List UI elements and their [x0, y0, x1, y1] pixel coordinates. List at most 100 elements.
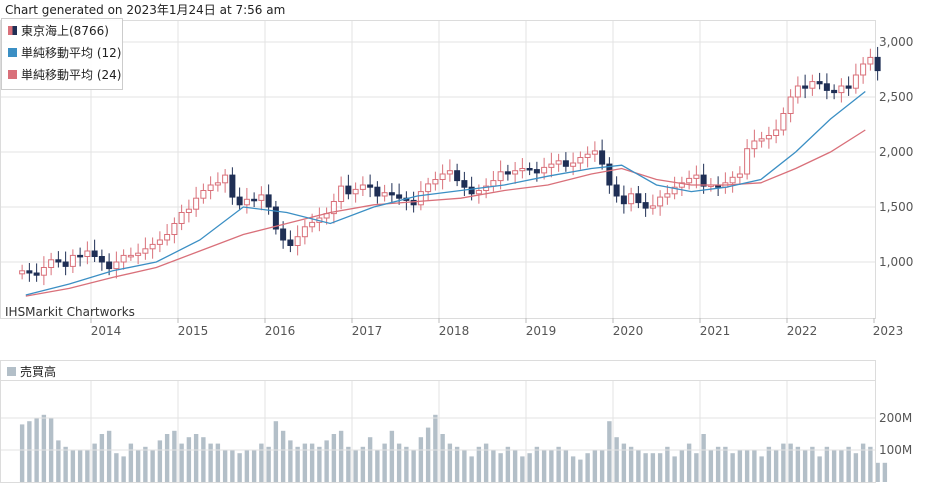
volume-bar	[853, 453, 859, 482]
candle-body	[294, 236, 301, 246]
volume-bar	[672, 456, 677, 482]
price-y-axis: 1,000 1,500 2,000 2,500 3,000	[879, 35, 913, 269]
candle-body	[649, 205, 656, 209]
candle-body	[120, 254, 127, 263]
legend-item-ma24[interactable]: 単純移動平均 (24)	[2, 63, 122, 85]
candle-body	[127, 254, 134, 258]
volume-bar	[643, 453, 648, 482]
candle-body	[729, 176, 736, 184]
x-tick-label: 2015	[178, 324, 209, 338]
legend-label: 単純移動平均 (24)	[21, 67, 122, 82]
candle-body	[867, 56, 874, 65]
candle-body	[142, 248, 149, 254]
volume-bar	[338, 430, 344, 482]
volume-bar	[556, 446, 561, 482]
volume-bar	[592, 450, 598, 482]
volume-bar	[788, 443, 793, 482]
candle-body	[794, 85, 801, 98]
volume-bar	[230, 450, 235, 482]
watermark: IHSMarkit Chartworks	[5, 305, 135, 319]
volume-bar	[585, 453, 590, 482]
volume-y-axis: 100M 200M	[879, 411, 912, 457]
line-swatch-icon	[8, 69, 17, 79]
candle-body	[599, 150, 606, 165]
volume-bar	[744, 450, 750, 482]
volume-bar	[396, 443, 402, 482]
y-tick-label: 1,000	[879, 255, 913, 269]
candle-body	[555, 160, 562, 165]
volume-bar	[150, 450, 155, 482]
candle-body	[106, 261, 113, 270]
legend-label: 東京海上(8766)	[21, 23, 109, 38]
volume-bar	[56, 440, 61, 482]
volume-bar	[839, 450, 844, 482]
volume-y-tick-label: 200M	[879, 411, 912, 425]
candle-body	[207, 184, 214, 191]
volume-bar	[679, 450, 685, 482]
volume-bar	[520, 456, 525, 482]
y-tick-label: 3,000	[879, 35, 913, 49]
volume-bar	[454, 446, 460, 482]
candle-body	[744, 148, 751, 175]
volume-bar	[708, 450, 714, 482]
volume-bar	[447, 443, 453, 482]
volume-label: 売買高	[20, 365, 57, 379]
volume-bar	[19, 424, 25, 482]
volume-bar	[273, 421, 279, 482]
volume-bar	[599, 450, 605, 482]
volume-bar	[259, 443, 264, 482]
candle-body	[91, 250, 98, 257]
candle-body	[200, 190, 207, 199]
candle-body	[845, 85, 852, 89]
volume-bar	[317, 446, 322, 482]
candle-body	[388, 192, 395, 196]
volume-bar	[208, 443, 213, 482]
volume-bar	[353, 450, 358, 482]
candle-body	[19, 270, 26, 275]
volume-bar	[701, 434, 706, 482]
volume-bar	[491, 450, 496, 482]
volume-bar	[621, 443, 627, 482]
candle-body	[98, 256, 105, 263]
volume-bar	[781, 443, 786, 482]
volume-bar	[382, 443, 387, 482]
volume-bar	[201, 437, 206, 482]
candle-body	[193, 197, 200, 210]
candle-body	[483, 185, 490, 192]
candle-body	[229, 174, 236, 198]
legend-item-stock[interactable]: 東京海上(8766)	[2, 19, 122, 41]
candle-body	[838, 85, 845, 94]
volume-bar	[186, 437, 192, 482]
candle-body	[541, 166, 548, 174]
candle-body	[171, 223, 178, 235]
volume-bar	[280, 430, 286, 482]
volume-bar	[164, 434, 170, 482]
candle-body	[693, 174, 700, 179]
candle-body	[823, 83, 830, 91]
candle-body	[446, 170, 453, 175]
volume-bar	[295, 446, 300, 482]
volume-grid	[1, 381, 875, 482]
volume-bar	[128, 443, 134, 482]
volume-bar	[425, 427, 431, 482]
candle-body	[425, 183, 432, 193]
candle-body	[62, 261, 69, 267]
candle-body	[664, 193, 671, 198]
volume-bar	[512, 450, 518, 482]
candle-body	[686, 177, 693, 184]
candle-body	[164, 234, 171, 241]
candle-body	[570, 162, 577, 167]
candle-body	[40, 267, 47, 276]
candle-body	[280, 228, 287, 241]
volume-bar	[237, 453, 242, 482]
volume-swatch-icon	[7, 367, 16, 376]
candle-body	[613, 184, 620, 197]
volume-header-frame	[0, 360, 876, 381]
candle-body	[780, 113, 787, 131]
y-tick-label: 2,500	[879, 90, 913, 104]
legend-item-ma12[interactable]: 単純移動平均 (12)	[2, 41, 122, 63]
x-tick-label: 2014	[91, 324, 122, 338]
volume-bar	[773, 450, 779, 482]
volume-bar	[440, 434, 445, 482]
volume-bar	[63, 446, 68, 482]
